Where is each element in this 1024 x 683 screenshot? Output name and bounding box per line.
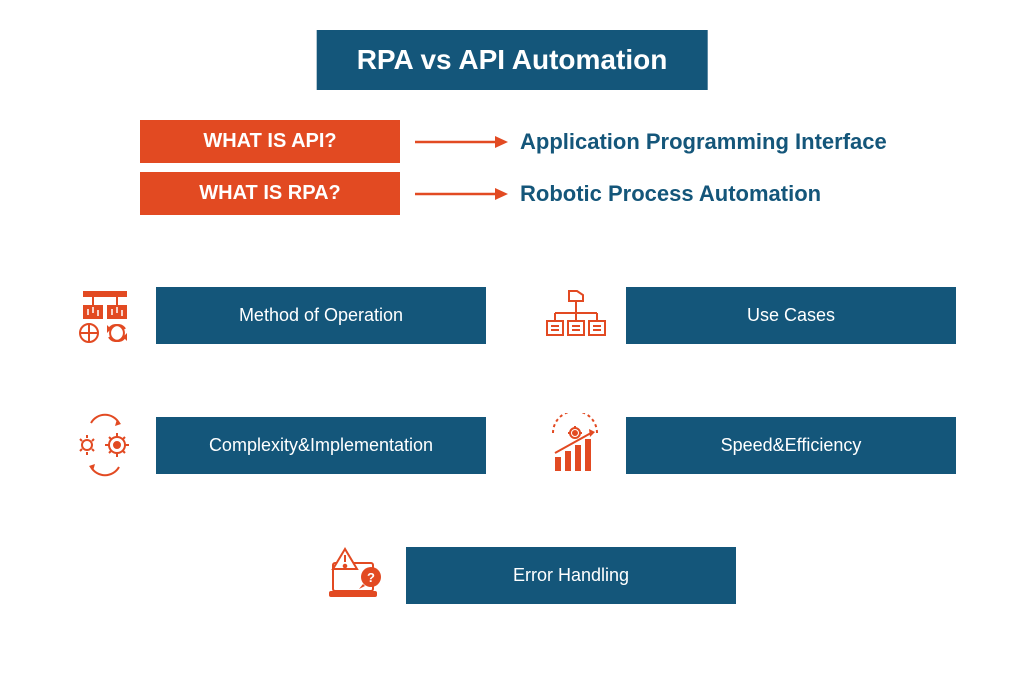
- category-error: ? Error Handling: [320, 540, 736, 610]
- svg-text:?: ?: [367, 570, 375, 585]
- definition-api: WHAT IS API? Application Programming Int…: [140, 120, 887, 163]
- def-expansion-api: Application Programming Interface: [520, 129, 887, 155]
- arrow-icon: [400, 132, 520, 152]
- def-expansion-rpa: Robotic Process Automation: [520, 181, 821, 207]
- category-usecases: Use Cases: [540, 280, 956, 350]
- category-complexity: Complexity&Implementation: [70, 410, 486, 480]
- category-label: Speed&Efficiency: [626, 417, 956, 474]
- speed-icon: [540, 410, 610, 480]
- usecases-icon: [540, 280, 610, 350]
- arrow-icon: [400, 184, 520, 204]
- category-operation: Method of Operation: [70, 280, 486, 350]
- category-speed: Speed&Efficiency: [540, 410, 956, 480]
- def-label-rpa: WHAT IS RPA?: [140, 172, 400, 215]
- operation-icon: [70, 280, 140, 350]
- category-label: Use Cases: [626, 287, 956, 344]
- category-label: Error Handling: [406, 547, 736, 604]
- category-label: Method of Operation: [156, 287, 486, 344]
- def-label-api: WHAT IS API?: [140, 120, 400, 163]
- error-icon: ?: [320, 540, 390, 610]
- main-title: RPA vs API Automation: [317, 30, 708, 90]
- definition-rpa: WHAT IS RPA? Robotic Process Automation: [140, 172, 821, 215]
- category-label: Complexity&Implementation: [156, 417, 486, 474]
- complexity-icon: [70, 410, 140, 480]
